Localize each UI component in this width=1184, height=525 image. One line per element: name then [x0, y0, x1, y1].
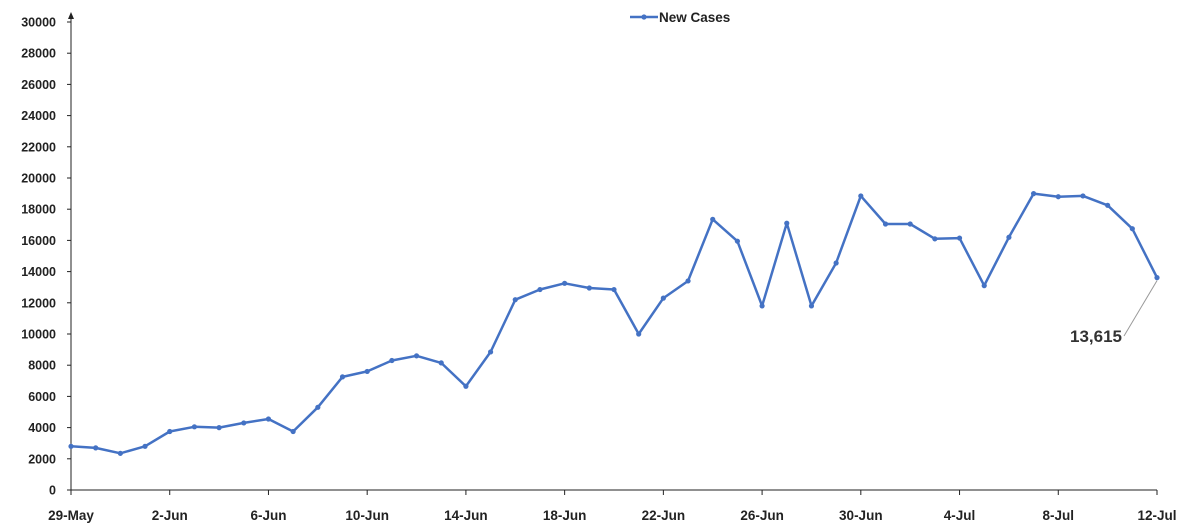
data-point: [339, 374, 346, 380]
y-tick-label: 22000: [21, 140, 56, 154]
series-line-new-cases: [70, 192, 1159, 455]
x-tick-label: 2-Jun: [152, 508, 188, 523]
data-point: [463, 383, 469, 389]
data-point: [932, 236, 938, 242]
data-point: [512, 297, 518, 303]
y-tick-label: 16000: [21, 234, 56, 248]
data-point: [710, 216, 716, 222]
y-tick-label: 20000: [21, 172, 56, 186]
legend-marker-swatch: [641, 14, 647, 20]
y-tick-label: 12000: [21, 296, 56, 310]
data-point: [1055, 194, 1061, 200]
y-tick-label: 2000: [28, 452, 56, 466]
annotations: 13,615: [1070, 280, 1158, 346]
data-point: [1105, 202, 1111, 208]
data-point: [858, 193, 864, 199]
data-point: [882, 221, 889, 227]
y-tick-label: 4000: [28, 421, 56, 435]
data-point: [265, 416, 272, 422]
data-point: [117, 450, 123, 456]
data-point: [611, 286, 617, 293]
data-point: [833, 260, 839, 266]
y-axis: 0 2000 4000 6000 8000 10000 12000 14000 16000 180…: [21, 12, 74, 498]
data-point: [290, 428, 296, 435]
data-point: [1030, 191, 1037, 197]
data-point: [364, 368, 370, 375]
data-point: [93, 445, 99, 451]
y-tick-label: 26000: [21, 78, 56, 92]
y-tick-label: 0: [49, 484, 56, 498]
y-tick-label: 28000: [21, 47, 56, 61]
annotation-label: 13,615: [1070, 327, 1122, 346]
x-tick-label: 18-Jun: [543, 508, 587, 523]
data-point: [191, 424, 198, 430]
x-tick-label: 10-Jun: [345, 508, 389, 523]
y-tick-label: 10000: [21, 328, 56, 342]
data-point: [1129, 226, 1135, 232]
x-tick-label: 4-Jul: [944, 508, 976, 523]
x-tick-label: 14-Jun: [444, 508, 488, 523]
data-point: [413, 353, 420, 359]
x-tick-label: 22-Jun: [642, 508, 686, 523]
y-tick-label: 6000: [28, 390, 56, 404]
x-tick-label: 8-Jul: [1043, 508, 1075, 523]
data-point: [956, 235, 963, 241]
data-point: [487, 349, 494, 355]
data-point: [68, 443, 74, 449]
x-tick-label: 29-May: [48, 508, 94, 523]
data-point: [808, 303, 815, 309]
data-point: [734, 238, 741, 244]
data-point: [389, 357, 395, 364]
x-axis: 29-May 2-Jun 6-Jun 10-Jun 14-Jun 18-Jun 22-Jun…: [48, 489, 1177, 523]
data-point: [315, 404, 321, 410]
data-point: [907, 221, 913, 227]
data-point: [1006, 234, 1012, 240]
data-point: [759, 303, 765, 309]
x-tick-label: 30-Jun: [839, 508, 883, 523]
data-point: [167, 428, 173, 435]
data-point: [241, 420, 247, 426]
y-tick-label: 24000: [21, 109, 56, 123]
data-point: [586, 285, 592, 291]
y-tick-label: 30000: [21, 16, 56, 30]
y-tick-label: 8000: [28, 359, 56, 373]
data-point: [142, 443, 148, 449]
annotation-leader-line: [1123, 280, 1158, 337]
y-tick-label: 18000: [21, 203, 56, 217]
data-point: [981, 283, 987, 289]
y-axis-arrow: [68, 12, 74, 19]
data-point: [216, 425, 222, 431]
data-point: [660, 295, 666, 301]
data-point: [1154, 275, 1160, 281]
data-point: [1080, 193, 1086, 199]
x-tick-label: 26-Jun: [740, 508, 784, 523]
x-tick-label: 12-Jul: [1137, 508, 1176, 523]
data-point: [784, 220, 790, 226]
series-group: [68, 191, 1160, 456]
data-point: [537, 286, 543, 293]
legend-entry-new-cases: New Cases: [659, 10, 730, 25]
x-tick-label: 6-Jun: [250, 508, 286, 523]
data-point: [562, 280, 568, 286]
legend: New Cases: [630, 10, 730, 25]
data-point: [636, 331, 642, 337]
data-point: [438, 360, 444, 366]
y-tick-label: 14000: [21, 265, 56, 279]
data-point: [685, 278, 691, 284]
